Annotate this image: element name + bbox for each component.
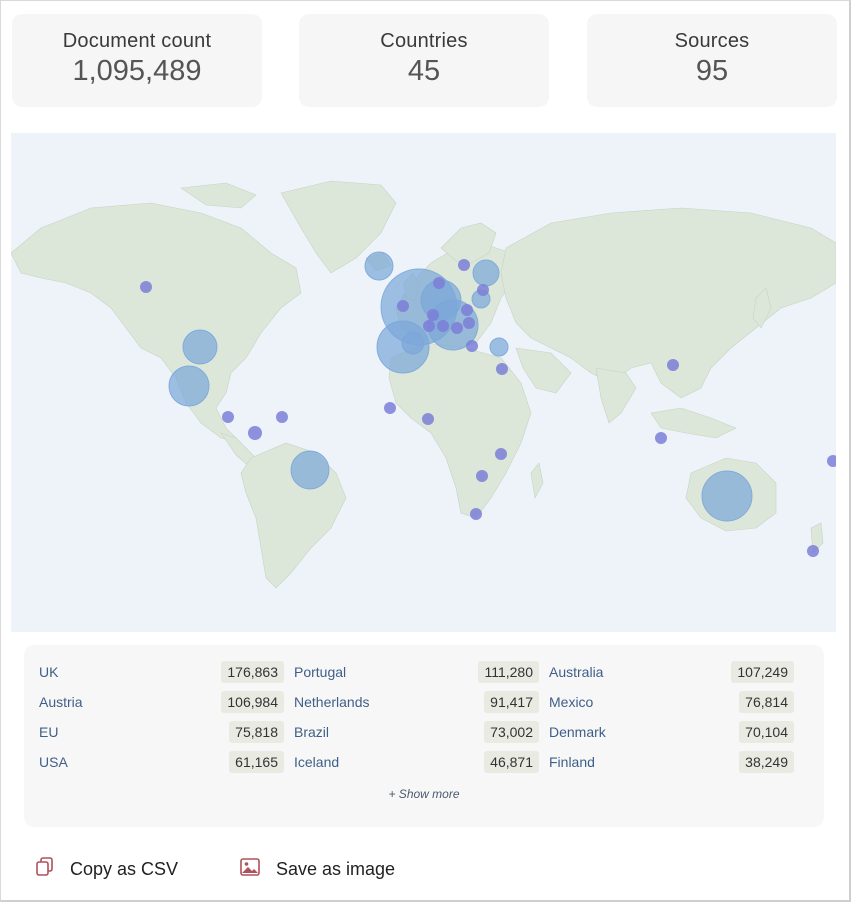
- bubble[interactable]: [276, 411, 288, 423]
- country-name: Denmark: [549, 724, 606, 740]
- bubble[interactable]: [655, 432, 667, 444]
- land-masses: [11, 180, 836, 589]
- table-row[interactable]: Australia 107,249: [549, 661, 794, 683]
- bubble[interactable]: [807, 545, 819, 557]
- country-count: 76,814: [739, 691, 794, 713]
- bubble[interactable]: [463, 317, 475, 329]
- bubble[interactable]: [466, 340, 478, 352]
- table-row[interactable]: Mexico 76,814: [549, 691, 794, 713]
- stat-value: 45: [407, 55, 441, 87]
- stat-card-countries: Countries 45: [299, 14, 549, 107]
- country-name: Brazil: [294, 724, 330, 740]
- table-row[interactable]: Brazil 73,002: [294, 721, 539, 743]
- country-name: Mexico: [549, 694, 594, 710]
- country-name: Portugal: [294, 664, 347, 680]
- stat-label: Sources: [674, 30, 750, 52]
- table-row[interactable]: Finland 38,249: [549, 751, 794, 773]
- bubble[interactable]: [458, 259, 470, 271]
- bubble[interactable]: [437, 320, 449, 332]
- bubbles-small: [140, 259, 836, 557]
- bubble[interactable]: [290, 450, 330, 490]
- bubble[interactable]: [827, 455, 836, 467]
- image-icon: [240, 857, 260, 881]
- bubble[interactable]: [477, 284, 489, 296]
- country-count: 111,280: [478, 661, 539, 683]
- country-count: 176,863: [221, 661, 284, 683]
- bubble[interactable]: [397, 300, 409, 312]
- save-image-button[interactable]: Save as image: [240, 856, 395, 882]
- stat-value: 95: [695, 55, 729, 87]
- bubble[interactable]: [168, 365, 210, 407]
- stat-card-document-count: Document count 1,095,489: [12, 14, 262, 107]
- country-name: USA: [39, 754, 68, 770]
- bubble[interactable]: [140, 281, 152, 293]
- table-row[interactable]: Iceland 46,871: [294, 751, 539, 773]
- bubble[interactable]: [433, 277, 445, 289]
- bubble[interactable]: [423, 320, 435, 332]
- bubble[interactable]: [476, 470, 488, 482]
- table-row[interactable]: USA 61,165: [39, 751, 284, 773]
- country-name: Finland: [549, 754, 595, 770]
- copy-csv-label: Copy as CSV: [70, 858, 179, 879]
- bubble[interactable]: [701, 470, 753, 522]
- bubble[interactable]: [489, 337, 509, 357]
- country-count: 75,818: [229, 721, 284, 743]
- bubble[interactable]: [422, 413, 434, 425]
- world-map[interactable]: [11, 133, 836, 632]
- bubble[interactable]: [222, 411, 234, 423]
- show-more-button[interactable]: + Show more: [388, 787, 460, 801]
- country-count: 61,165: [229, 751, 284, 773]
- country-count: 91,417: [484, 691, 539, 713]
- country-name: Austria: [39, 694, 83, 710]
- bubble[interactable]: [472, 259, 500, 287]
- world-map-svg: [11, 180, 836, 589]
- bubble[interactable]: [470, 508, 482, 520]
- country-table: UK 176,863 Portugal 111,280 Australia 10…: [24, 645, 824, 827]
- table-row[interactable]: Portugal 111,280: [294, 661, 539, 683]
- country-name: UK: [39, 664, 59, 680]
- country-name: Netherlands: [294, 694, 370, 710]
- table-row[interactable]: Austria 106,984: [39, 691, 284, 713]
- save-image-label: Save as image: [276, 858, 396, 879]
- stat-value: 1,095,489: [72, 55, 202, 87]
- country-count: 106,984: [221, 691, 284, 713]
- table-row[interactable]: EU 75,818: [39, 721, 284, 743]
- bubble[interactable]: [496, 363, 508, 375]
- bubble[interactable]: [427, 309, 439, 321]
- country-name: EU: [39, 724, 59, 740]
- country-count: 107,249: [731, 661, 794, 683]
- copy-icon: [36, 856, 54, 882]
- country-count: 38,249: [739, 751, 794, 773]
- country-count: 46,871: [484, 751, 539, 773]
- stat-label: Countries: [380, 30, 468, 52]
- bubble[interactable]: [182, 329, 218, 365]
- stat-card-sources: Sources 95: [587, 14, 837, 107]
- country-name: Australia: [549, 664, 604, 680]
- bubble[interactable]: [364, 251, 394, 281]
- country-count: 73,002: [484, 721, 539, 743]
- bubble[interactable]: [401, 331, 425, 355]
- bubble[interactable]: [384, 402, 396, 414]
- table-row[interactable]: Netherlands 91,417: [294, 691, 539, 713]
- table-row[interactable]: UK 176,863: [39, 661, 284, 683]
- bubble[interactable]: [248, 426, 262, 440]
- bubble[interactable]: [667, 359, 679, 371]
- bubble[interactable]: [495, 448, 507, 460]
- copy-csv-button[interactable]: Copy as CSV: [36, 856, 178, 882]
- stat-label: Document count: [62, 30, 212, 52]
- bubble[interactable]: [451, 322, 463, 334]
- table-row[interactable]: Denmark 70,104: [549, 721, 794, 743]
- country-count: 70,104: [739, 721, 794, 743]
- country-name: Iceland: [294, 754, 340, 770]
- bubble[interactable]: [461, 304, 473, 316]
